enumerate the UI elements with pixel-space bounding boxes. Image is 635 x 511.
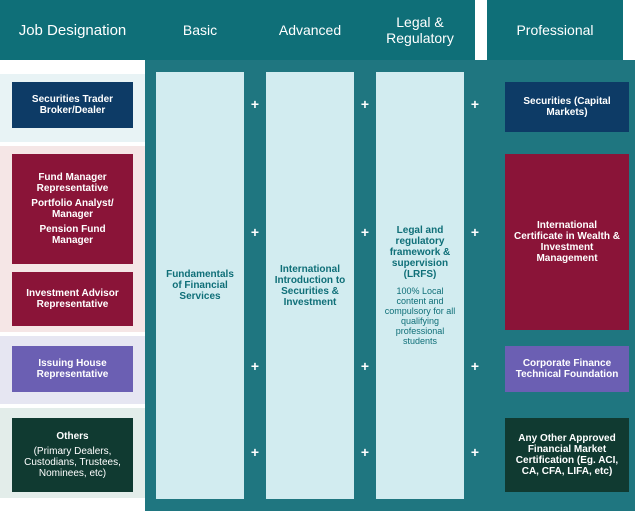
plus-icon: +	[464, 358, 486, 374]
professional-box-3: Any Other Approved Financial Market Cert…	[505, 418, 629, 492]
header-basic: Basic	[145, 0, 255, 60]
plus-column-1: + + + +	[354, 72, 376, 499]
job-box-text: Pension Fund Manager	[18, 224, 127, 246]
job-box-3: Issuing House Representative	[12, 346, 133, 392]
pillar-legal-title: Legal and regulatory framework & supervi…	[382, 225, 458, 280]
plus-icon: +	[354, 444, 376, 460]
job-box-2: Investment Advisor Representative	[12, 272, 133, 326]
job-box-text: Fund Manager Representative	[18, 172, 127, 194]
header-gap	[475, 0, 487, 60]
job-box-4: Others (Primary Dealers, Custodians, Trus…	[12, 418, 133, 492]
header-legal: Legal & Regulatory	[365, 0, 475, 60]
pillar-legal: Legal and regulatory framework & supervi…	[376, 72, 464, 499]
pillar-advanced-title: International Introduction to Securities…	[272, 264, 348, 308]
plus-icon: +	[354, 224, 376, 240]
job-box-1: Fund Manager Representative Portfolio Ana…	[12, 154, 133, 264]
header-professional: Professional	[487, 0, 623, 60]
pillar-advanced: International Introduction to Securities…	[266, 72, 354, 499]
header-row: Job Designation Basic Advanced Legal & R…	[0, 0, 635, 60]
diagram-root: Job Designation Basic Advanced Legal & R…	[0, 0, 635, 511]
plus-icon: +	[244, 224, 266, 240]
pillar-basic: Fundamentals of Financial Services	[156, 72, 244, 499]
job-box-text: Securities Trader Broker/Dealer	[18, 94, 127, 116]
pillar-legal-sub: 100% Local content and compulsory for al…	[382, 286, 458, 346]
header-job: Job Designation	[0, 0, 145, 60]
plus-icon: +	[244, 358, 266, 374]
pillar-basic-title: Fundamentals of Financial Services	[162, 269, 238, 302]
plus-icon: +	[244, 96, 266, 112]
professional-column: Securities (Capital Markets) Internationa…	[505, 72, 629, 499]
professional-box-2: Corporate Finance Technical Foundation	[505, 346, 629, 392]
professional-box-0: Securities (Capital Markets)	[505, 82, 629, 132]
plus-icon: +	[354, 358, 376, 374]
job-box-text: Portfolio Analyst/ Manager	[18, 198, 127, 220]
plus-column-0: + + + +	[244, 72, 266, 499]
plus-icon: +	[464, 444, 486, 460]
plus-icon: +	[464, 224, 486, 240]
plus-column-2: + + + +	[464, 72, 486, 499]
job-box-text: Investment Advisor Representative	[18, 288, 127, 310]
job-box-text: Others	[56, 431, 88, 442]
plus-icon: +	[244, 444, 266, 460]
job-box-text: Issuing House Representative	[18, 358, 127, 380]
professional-box-1: International Certificate in Wealth & In…	[505, 154, 629, 330]
job-column: Securities Trader Broker/Dealer Fund Mana…	[0, 60, 145, 511]
job-box-0: Securities Trader Broker/Dealer	[12, 82, 133, 128]
plus-icon: +	[354, 96, 376, 112]
header-advanced: Advanced	[255, 0, 365, 60]
job-box-text: (Primary Dealers, Custodians, Trustees, …	[18, 446, 127, 479]
plus-icon: +	[464, 96, 486, 112]
body-area: Securities Trader Broker/Dealer Fund Mana…	[0, 60, 635, 511]
